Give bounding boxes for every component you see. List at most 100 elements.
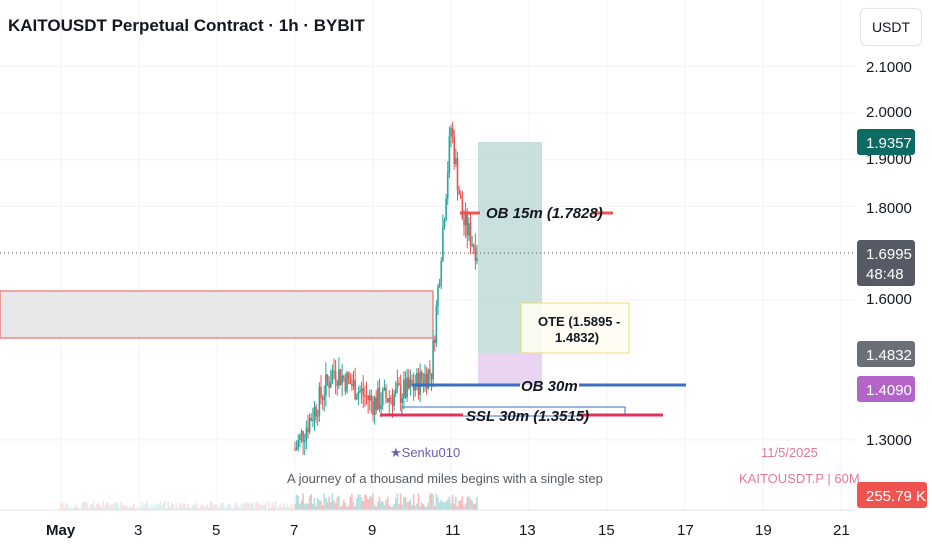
candle-body bbox=[406, 377, 408, 398]
candle-body bbox=[349, 378, 352, 385]
currency-selector[interactable]: USDT bbox=[860, 8, 922, 46]
y-tick: 2.1000 bbox=[866, 59, 912, 76]
candle-body bbox=[437, 286, 439, 306]
volume-bar bbox=[459, 500, 462, 510]
volume-bar bbox=[403, 497, 405, 510]
volume-bar bbox=[443, 502, 446, 510]
volume-bar bbox=[108, 506, 111, 510]
volume-bar bbox=[185, 507, 187, 510]
volume-bar bbox=[92, 501, 95, 510]
volume-bar bbox=[383, 504, 386, 510]
tag-1-4832-text: 1.4832 bbox=[866, 347, 912, 364]
volume-bar bbox=[424, 505, 426, 510]
candle-body bbox=[412, 385, 415, 391]
volume-bar bbox=[282, 502, 285, 510]
volume-bar bbox=[411, 505, 413, 510]
volume-bar bbox=[422, 503, 425, 510]
candle-body bbox=[367, 395, 369, 401]
candle-body bbox=[393, 393, 395, 406]
volume-bar bbox=[211, 502, 213, 510]
candle-body bbox=[411, 379, 413, 386]
candle-body bbox=[435, 305, 438, 343]
volume-bar bbox=[398, 504, 400, 510]
candle-body bbox=[305, 428, 308, 441]
volume-bar bbox=[368, 496, 371, 510]
volume-bar bbox=[94, 507, 96, 510]
candle-body bbox=[464, 213, 467, 226]
volume-bar bbox=[89, 504, 92, 510]
volume-bar bbox=[247, 502, 249, 510]
tag-countdown-text: 48:48 bbox=[866, 266, 904, 283]
candle-body bbox=[430, 373, 433, 380]
volume-bar bbox=[126, 507, 129, 510]
volume-bar bbox=[120, 501, 122, 510]
volume-bar bbox=[381, 501, 384, 510]
volume-bar bbox=[396, 493, 399, 510]
volume-bar bbox=[274, 501, 277, 510]
candle-body bbox=[463, 219, 465, 226]
candle-body bbox=[451, 127, 454, 137]
volume-bar bbox=[289, 506, 291, 510]
volume-bar bbox=[316, 497, 319, 510]
volume-bar bbox=[281, 506, 283, 510]
volume-bar bbox=[357, 494, 360, 510]
volume-bar bbox=[130, 506, 132, 510]
volume-bar bbox=[201, 504, 204, 510]
candle-body bbox=[390, 397, 392, 399]
volume-bar bbox=[95, 503, 98, 510]
volume-bar bbox=[217, 507, 220, 510]
volume-bar bbox=[195, 502, 197, 510]
stop-loss-zone bbox=[478, 353, 542, 385]
candle-body bbox=[381, 389, 384, 406]
candle-body bbox=[407, 377, 410, 389]
y-tick: 1.3000 bbox=[866, 432, 912, 449]
volume-bar bbox=[375, 506, 378, 510]
volume-bar bbox=[266, 508, 269, 510]
volume-bar bbox=[183, 503, 186, 510]
volume-bar bbox=[442, 502, 444, 510]
volume-bar bbox=[277, 506, 280, 510]
candle-body bbox=[297, 440, 300, 448]
candle-body bbox=[334, 371, 337, 382]
volume-bar bbox=[446, 499, 449, 510]
candle-body bbox=[344, 378, 347, 392]
volume-bar bbox=[65, 503, 67, 510]
volume-bar bbox=[255, 501, 257, 510]
volume-bar bbox=[279, 504, 282, 510]
volume-bar bbox=[364, 494, 366, 510]
volume-bar bbox=[169, 506, 171, 510]
candle-body bbox=[368, 395, 371, 401]
volume-bar bbox=[216, 505, 218, 510]
candle-body bbox=[308, 418, 311, 433]
candle-body bbox=[391, 398, 394, 406]
candle-body bbox=[450, 127, 452, 137]
volume-bar bbox=[188, 507, 191, 510]
volume-bar bbox=[325, 498, 327, 510]
x-tick: 5 bbox=[212, 522, 220, 539]
author-watermark: ★Senku010 bbox=[390, 445, 460, 460]
ob-30m-label: OB 30m bbox=[521, 378, 578, 395]
volume-bar bbox=[198, 508, 200, 510]
volume-bar bbox=[222, 502, 225, 510]
volume-bar bbox=[60, 503, 62, 510]
volume-bar bbox=[472, 503, 475, 510]
volume-bar bbox=[469, 498, 472, 510]
volume-bar bbox=[468, 495, 470, 510]
volume-bar bbox=[97, 502, 100, 510]
x-tick-may: May bbox=[46, 522, 76, 539]
candle-body bbox=[474, 247, 477, 262]
volume-bar bbox=[199, 505, 202, 510]
candle-body bbox=[347, 372, 350, 379]
volume-bar bbox=[76, 506, 79, 510]
x-tick: 13 bbox=[519, 522, 536, 539]
volume-bar bbox=[71, 508, 74, 510]
volume-bar bbox=[435, 493, 438, 510]
volume-bar bbox=[91, 504, 93, 510]
volume-bar bbox=[230, 507, 233, 510]
x-axis: May 3 5 7 9 11 13 15 17 19 21 bbox=[46, 522, 850, 539]
candle-body bbox=[326, 374, 329, 382]
candle-body bbox=[386, 398, 389, 403]
volume-bar bbox=[349, 496, 352, 510]
volume-bar bbox=[212, 505, 215, 510]
